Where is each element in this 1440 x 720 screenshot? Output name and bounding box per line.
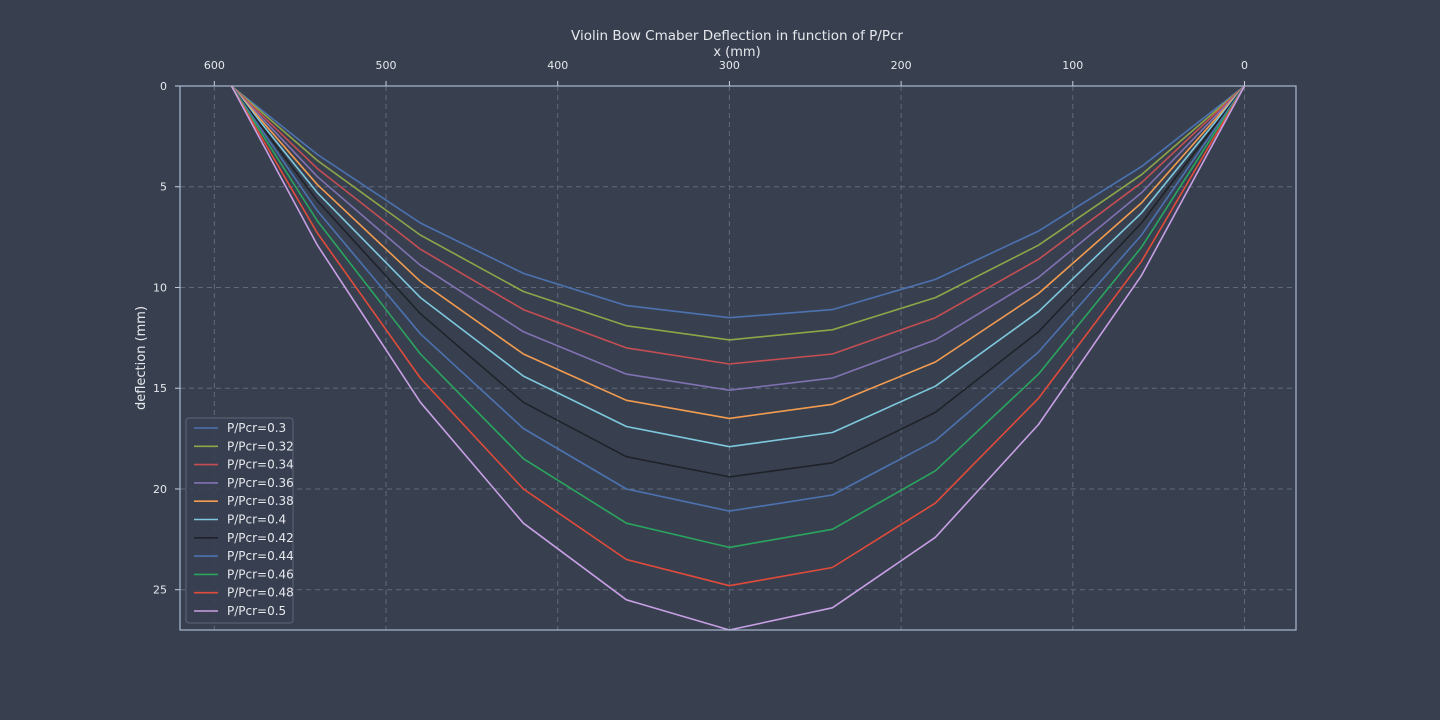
x-tick-label: 200 xyxy=(891,59,912,72)
x-axis-label: x (mm) xyxy=(713,45,760,60)
chart-title: Violin Bow Cmaber Deflection in function… xyxy=(571,28,903,44)
series-line-p-pcr-0-48 xyxy=(230,85,1246,587)
series-line-p-pcr-0-3 xyxy=(231,85,1245,319)
series-line-p-pcr-0-38 xyxy=(230,85,1246,420)
legend-entry: P/Pcr=0.44 xyxy=(227,549,294,563)
y-tick-label: 5 xyxy=(160,181,167,194)
y-tick-label: 15 xyxy=(153,382,167,395)
x-tick-label: 500 xyxy=(376,59,397,72)
legend-entry: P/Pcr=0.4 xyxy=(227,513,286,527)
plot-frame xyxy=(179,85,1297,631)
axis-ticks: 600 500 400 300 200 100 0 0 5 10 15 20 25 xyxy=(153,59,1248,597)
legend-entry: P/Pcr=0.42 xyxy=(227,531,294,545)
legend-entry: P/Pcr=0.46 xyxy=(227,567,294,581)
series-line-p-pcr-0-32 xyxy=(230,85,1246,341)
legend-entry: P/Pcr=0.3 xyxy=(227,421,286,435)
series-line-p-pcr-0-5 xyxy=(230,85,1246,631)
x-tick-label: 400 xyxy=(547,59,568,72)
x-tick-label: 0 xyxy=(1241,59,1248,72)
x-tick-label: 600 xyxy=(204,59,225,72)
legend-entry: P/Pcr=0.5 xyxy=(227,604,286,618)
legend-entry: P/Pcr=0.38 xyxy=(227,494,294,508)
series-line-p-pcr-0-36 xyxy=(230,85,1246,392)
x-tick-label: 300 xyxy=(719,59,740,72)
series-line-p-pcr-0-42 xyxy=(230,85,1246,478)
legend-entry: P/Pcr=0.36 xyxy=(227,476,294,490)
series-line-p-pcr-0-4 xyxy=(230,85,1246,448)
y-axis-label: deflection (mm) xyxy=(134,306,149,410)
x-tick-label: 100 xyxy=(1062,59,1083,72)
grid xyxy=(180,86,1296,630)
series-line-p-pcr-0-44 xyxy=(230,85,1246,512)
legend-entry: P/Pcr=0.34 xyxy=(227,458,294,472)
y-tick-label: 20 xyxy=(153,483,167,496)
legend-entry: P/Pcr=0.32 xyxy=(227,439,294,453)
y-tick-label: 10 xyxy=(153,281,167,294)
y-tick-label: 25 xyxy=(153,584,167,597)
legend-box xyxy=(185,417,294,624)
y-tick-label: 0 xyxy=(160,80,167,93)
series-line-p-pcr-0-46 xyxy=(230,85,1246,549)
legend: P/Pcr=0.3 P/Pcr=0.32 P/Pcr=0.34 P/Pcr=0.36 P… xyxy=(185,417,294,624)
series-line-p-pcr-0-34 xyxy=(230,85,1246,365)
series-lines xyxy=(230,85,1246,631)
legend-entry: P/Pcr=0.48 xyxy=(227,586,294,600)
